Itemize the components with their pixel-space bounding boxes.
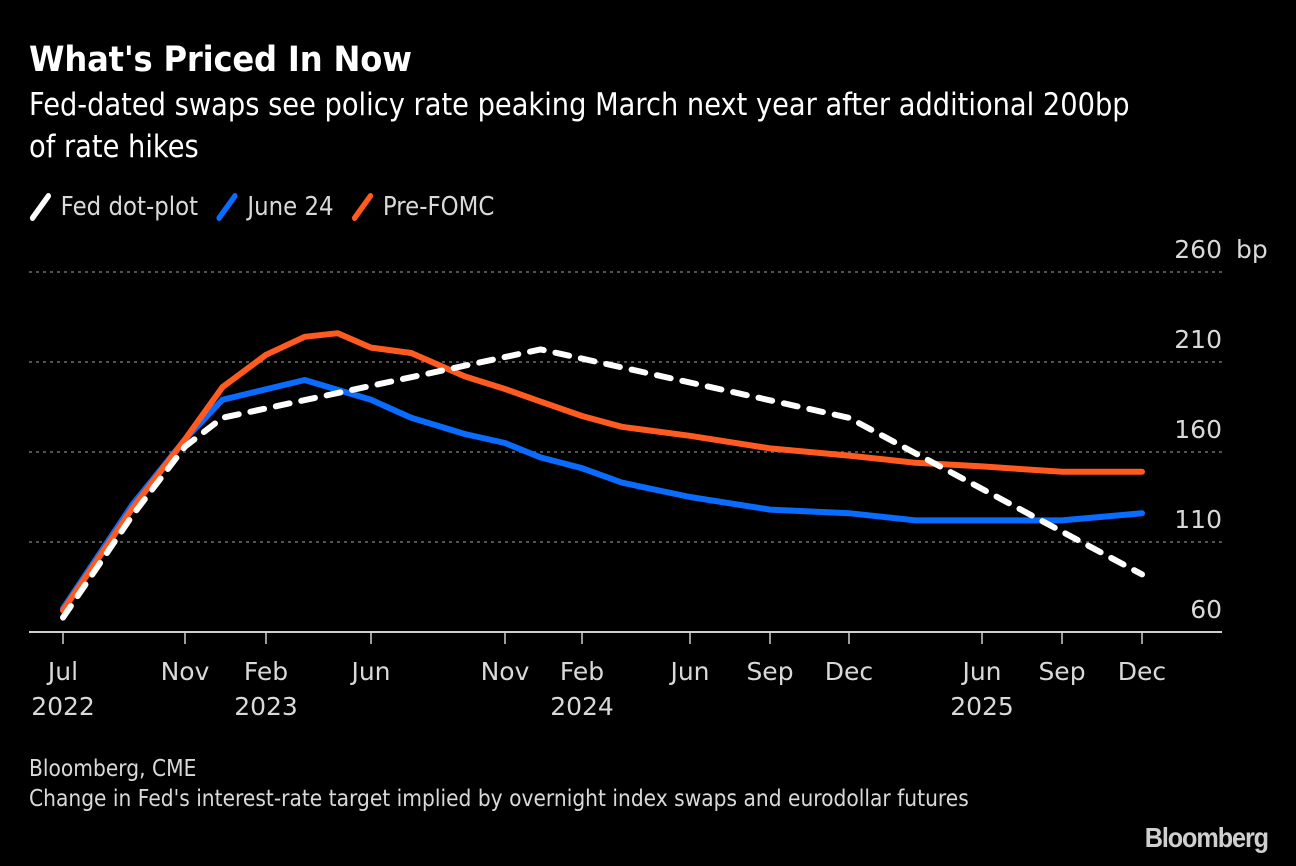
- legend-item-pre-fomc: Pre-FOMC: [351, 192, 494, 222]
- x-tick-label: Feb: [560, 657, 604, 686]
- x-tick-label: Sep: [1038, 657, 1085, 686]
- x-tick-label: Jun: [349, 657, 390, 686]
- x-tick-label: Nov: [481, 657, 530, 686]
- x-tick-label: Dec: [1118, 657, 1166, 686]
- y-tick-label: 260: [1174, 235, 1222, 264]
- legend-label-june-24: June 24: [247, 192, 334, 222]
- y-tick-label: 60: [1190, 595, 1222, 624]
- x-tick-year-label: 2024: [550, 692, 614, 721]
- y-axis-labels: 60 110 160 210 260 bp: [1174, 235, 1267, 624]
- legend-swatch-fed-dot-plot: [29, 193, 51, 221]
- x-tick-label: Jul: [46, 657, 78, 686]
- y-tick-label: 210: [1174, 325, 1222, 354]
- y-tick-label: 110: [1174, 505, 1222, 534]
- legend-item-fed-dot-plot: Fed dot-plot: [29, 192, 198, 222]
- bloomberg-logo: Bloomberg: [1144, 822, 1269, 853]
- x-tick-year-label: 2025: [950, 692, 1014, 721]
- x-tick-label: Nov: [161, 657, 210, 686]
- x-tick-label: Jun: [668, 657, 709, 686]
- legend: Fed dot-plot June 24 Pre-FOMC: [29, 192, 512, 222]
- x-tick-label: Feb: [244, 657, 288, 686]
- legend-label-pre-fomc: Pre-FOMC: [382, 192, 495, 222]
- chart-subtitle: Fed-dated swaps see policy rate peaking …: [29, 87, 1130, 165]
- x-tick-label: Dec: [825, 657, 873, 686]
- legend-swatch-pre-fomc: [352, 193, 374, 221]
- x-axis: Jul 2022 Nov Feb 2023 Jun Nov Feb 2024 Jun Sep Dec J…: [29, 631, 1222, 721]
- x-tick-year-label: 2023: [234, 692, 298, 721]
- x-tick-year-label: 2022: [31, 692, 95, 721]
- footer: Bloomberg, CME Change in Fed's interest-…: [29, 754, 997, 814]
- note-text: Change in Fed's interest-rate target imp…: [29, 786, 969, 812]
- legend-item-june-24: June 24: [216, 192, 334, 222]
- legend-label-fed-dot-plot: Fed dot-plot: [60, 192, 199, 222]
- y-unit-label: bp: [1236, 235, 1268, 264]
- series-line-dotplot: [60, 346, 1145, 621]
- series-lines: [60, 330, 1145, 621]
- source-text: Bloomberg, CME: [29, 756, 197, 782]
- gridlines: [29, 271, 1222, 543]
- legend-swatch-june-24: [216, 193, 238, 221]
- chart-title: What's Priced In Now: [29, 40, 412, 80]
- x-tick-label: Sep: [746, 657, 793, 686]
- series-line-prefomc: [60, 330, 1145, 614]
- x-tick-label: Jun: [960, 657, 1001, 686]
- y-tick-label: 160: [1174, 415, 1222, 444]
